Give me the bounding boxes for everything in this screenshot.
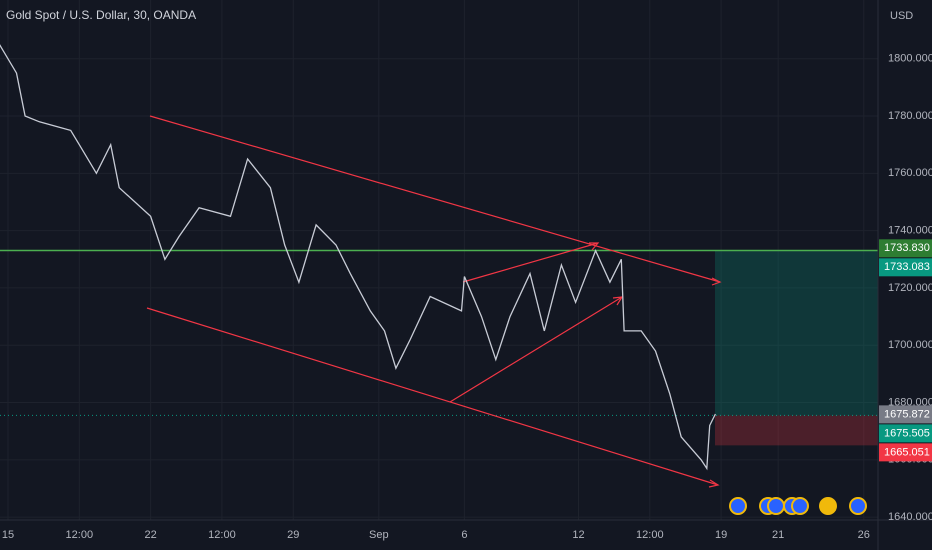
x-tick-label: 21 (772, 529, 784, 541)
axis-unit: USD (890, 10, 913, 22)
x-tick-label: 6 (461, 529, 467, 541)
x-tick-label: 15 (2, 529, 14, 541)
x-tick-label: 22 (144, 529, 156, 541)
y-tick-label: 1760.000 (888, 167, 932, 179)
x-tick-label: 12:00 (208, 529, 236, 541)
x-tick-label: 19 (715, 529, 727, 541)
price-label: 1675.505 (884, 427, 930, 439)
channel-upper (149, 115, 721, 283)
price-label: 1733.830 (884, 242, 930, 254)
position-tool (0, 249, 878, 446)
price-label-box (879, 239, 932, 258)
chart-title: Gold Spot / U.S. Dollar, 30, OANDA (6, 8, 196, 22)
x-tick-label: 29 (287, 529, 299, 541)
grid (0, 0, 878, 520)
price-label-box (879, 405, 932, 424)
arrow-head (612, 296, 624, 306)
price-label-box (879, 258, 932, 277)
profit-zone (715, 250, 878, 416)
plot (0, 44, 716, 471)
y-tick-label: 1720.000 (888, 282, 932, 294)
price-label-box (879, 424, 932, 443)
price-line (0, 44, 716, 471)
arrow-head (708, 479, 720, 488)
y-tick-label: 1640.000 (888, 511, 932, 523)
event-icon (729, 497, 747, 515)
x-tick-label: 26 (858, 529, 870, 541)
y-tick-label: 1700.000 (888, 339, 932, 351)
event-icon (791, 497, 809, 515)
channel-lower (146, 307, 719, 486)
wedge-upper (462, 242, 599, 283)
loss-zone (715, 415, 878, 446)
y-tick-label: 1780.000 (888, 110, 932, 122)
x-tick-label: 12:00 (66, 529, 94, 541)
event-icons (729, 497, 867, 515)
price-label: 1733.083 (884, 261, 930, 273)
y-tick-label: 1740.000 (888, 225, 932, 237)
event-icon (819, 497, 837, 515)
price-label: 1675.872 (884, 408, 930, 420)
arrow-head (711, 277, 722, 286)
axes: 1640.0001660.0001680.0001700.0001720.000… (2, 53, 932, 541)
event-icon (849, 497, 867, 515)
trend-lines (146, 115, 722, 488)
x-tick-label: 12 (572, 529, 584, 541)
x-tick-label: 12:00 (636, 529, 664, 541)
price-label: 1665.051 (884, 446, 930, 458)
price-label-box (879, 443, 932, 462)
x-tick-label: Sep (369, 529, 389, 541)
wedge-lower (449, 296, 623, 403)
arrow-head (589, 242, 600, 251)
event-icon (767, 497, 785, 515)
y-tick-label: 1800.000 (888, 53, 932, 65)
